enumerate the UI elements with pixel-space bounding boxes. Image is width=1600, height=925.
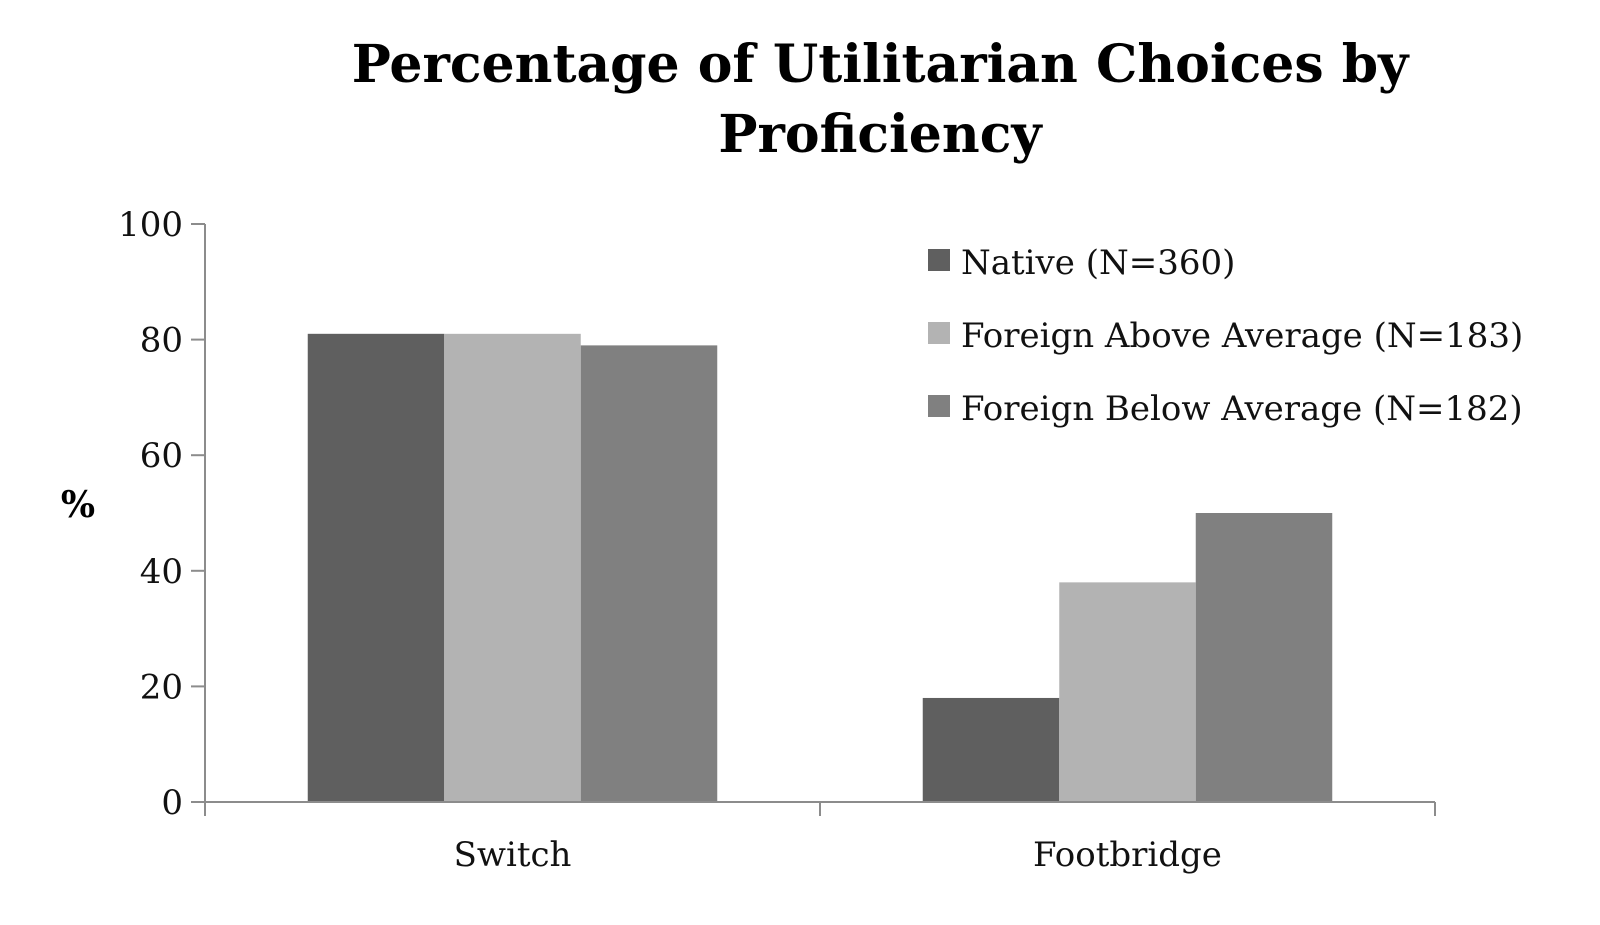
chart-title-line-1: Percentage of Utilitarian Choices by [352, 34, 1410, 95]
y-tick-label: 80 [140, 321, 183, 361]
bar-footbridge-series-1 [922, 697, 1060, 802]
legend-label-series-1: Native (N=360) [961, 243, 1235, 283]
legend-label-series-2: Foreign Above Average (N=183) [961, 316, 1523, 356]
axes [204, 224, 1436, 816]
legend-label-series-3: Foreign Below Average (N=182) [961, 389, 1523, 429]
legend-swatch-series-3 [928, 395, 950, 417]
bars [307, 333, 1333, 802]
legend: Native (N=360) Foreign Above Average (N=1… [928, 243, 1523, 429]
y-tick-label: 100 [118, 205, 183, 245]
category-label-footbridge: Footbridge [1033, 835, 1222, 875]
legend-swatch-series-1 [928, 249, 950, 271]
y-axis-label: % [61, 484, 95, 526]
category-label-switch: Switch [454, 835, 572, 875]
chart-title: Percentage of Utilitarian Choices by Pro… [352, 34, 1410, 165]
bar-footbridge-series-3 [1195, 513, 1333, 802]
legend-swatch-series-2 [928, 322, 950, 344]
chart-title-line-2: Proficiency [718, 104, 1043, 165]
bar-switch-series-3 [580, 345, 718, 802]
y-tick-label: 40 [140, 552, 183, 592]
category-labels: Switch Footbridge [454, 835, 1222, 875]
y-tick-label: 20 [140, 667, 183, 707]
y-tick-label: 0 [161, 783, 183, 823]
y-tick-label: 60 [140, 436, 183, 476]
bar-footbridge-series-2 [1059, 582, 1196, 802]
bar-switch-series-1 [307, 333, 445, 802]
bar-switch-series-2 [444, 333, 581, 802]
y-axis-ticks: 0 20 40 60 80 100 [118, 205, 205, 823]
